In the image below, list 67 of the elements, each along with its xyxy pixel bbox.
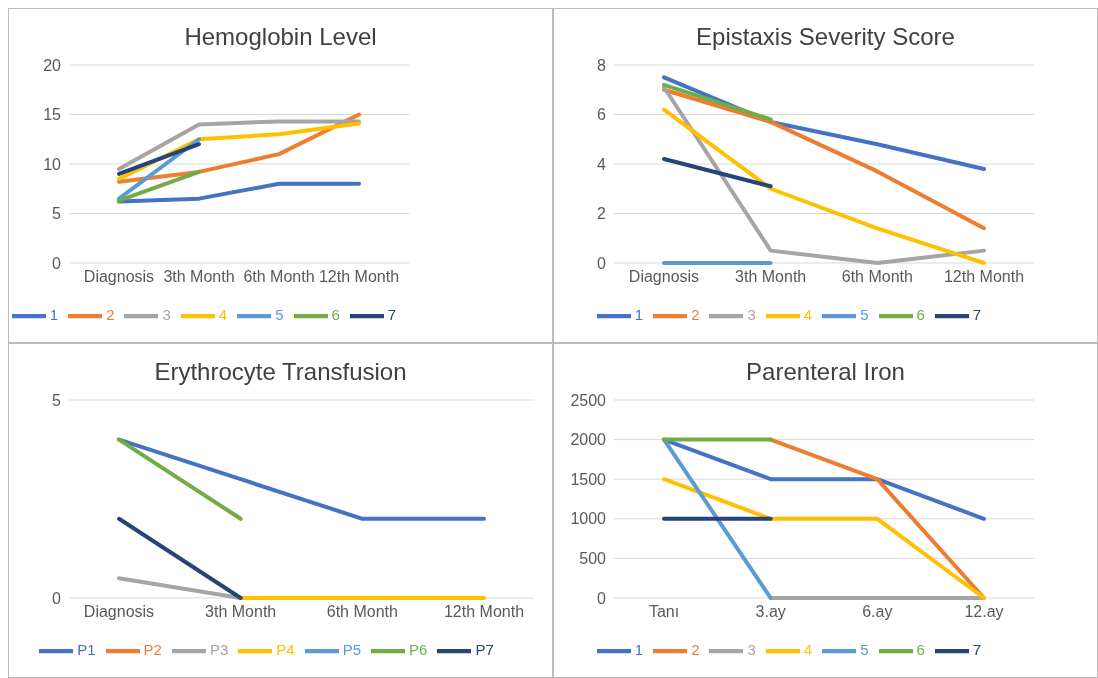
legend-label: 2 <box>691 305 700 323</box>
legend-label: 4 <box>803 640 813 658</box>
x-tick-label: 6.ay <box>862 603 893 621</box>
y-tick-label: 0 <box>52 589 62 607</box>
legend-label: P1 <box>77 640 96 658</box>
x-tick-label: 12th Month <box>943 268 1025 286</box>
legend-label: P7 <box>475 640 494 658</box>
legend-label: 4 <box>218 305 228 323</box>
chart-title: Epistaxis Severity Score <box>695 23 956 52</box>
legend-label: 1 <box>634 640 644 658</box>
y-tick-label: 1500 <box>570 470 607 488</box>
legend-label: 1 <box>49 305 59 323</box>
x-tick-label: 6th Month <box>243 268 315 286</box>
y-tick-label: 2500 <box>570 391 607 409</box>
x-tick-label: Diagnosis <box>83 268 155 286</box>
x-tick-label: 6th Month <box>841 268 913 286</box>
legend-label: 3 <box>747 640 756 658</box>
legend-label: 5 <box>860 305 869 323</box>
x-tick-label: 12th Month <box>443 603 525 621</box>
y-tick-label: 20 <box>43 56 62 74</box>
y-tick-label: 5 <box>52 205 62 223</box>
x-tick-label: 3th Month <box>205 603 277 621</box>
x-tick-label: 3th Month <box>735 268 807 286</box>
x-tick-label: 3th Month <box>163 268 235 286</box>
legend-label: 1 <box>634 305 644 323</box>
legend-label: 2 <box>106 305 115 323</box>
x-tick-label: 12.ay <box>964 603 1004 621</box>
y-tick-label: 8 <box>597 56 607 74</box>
chart-title: Erythrocyte Transfusion <box>153 358 408 387</box>
legend-label: 2 <box>691 640 700 658</box>
y-tick-label: 5 <box>52 391 62 409</box>
legend-label: 3 <box>162 305 171 323</box>
chart-title: Hemoglobin Level <box>183 23 378 52</box>
y-tick-label: 500 <box>579 550 607 568</box>
legend-label: 7 <box>972 305 982 323</box>
y-tick-label: 10 <box>43 155 62 173</box>
legend-label: 7 <box>387 305 397 323</box>
x-tick-label: 3.ay <box>755 603 786 621</box>
legend-label: 6 <box>916 640 925 658</box>
legend-label: P2 <box>143 640 162 658</box>
y-tick-label: 0 <box>597 254 607 272</box>
chart-title: Parenteral Iron <box>745 358 906 387</box>
y-tick-label: 15 <box>43 106 62 124</box>
legend-label: 6 <box>916 305 925 323</box>
legend-label: 4 <box>803 305 813 323</box>
legend-label: P5 <box>342 640 362 658</box>
legend-label: P6 <box>409 640 428 658</box>
y-tick-label: 2000 <box>570 431 607 449</box>
legend-label: 5 <box>860 640 869 658</box>
line-series <box>662 87 986 231</box>
legend-label: 7 <box>972 640 982 658</box>
y-tick-label: 1000 <box>570 510 607 528</box>
y-tick-label: 6 <box>597 106 607 124</box>
y-tick-label: 0 <box>52 254 62 272</box>
x-tick-label: Diagnosis <box>83 603 155 621</box>
legend-label: 5 <box>275 305 284 323</box>
y-tick-label: 4 <box>597 155 607 173</box>
y-tick-label: 2 <box>597 205 607 223</box>
x-tick-label: 6th Month <box>326 603 398 621</box>
legend-label: P4 <box>276 640 295 658</box>
legend-label: P3 <box>209 640 229 658</box>
y-tick-label: 0 <box>597 589 607 607</box>
legend-label: 6 <box>331 305 340 323</box>
x-tick-label: Diagnosis <box>628 268 700 286</box>
legend-label: 3 <box>747 305 756 323</box>
x-tick-label: Tanı <box>648 603 680 621</box>
x-tick-label: 12th Month <box>318 268 400 286</box>
